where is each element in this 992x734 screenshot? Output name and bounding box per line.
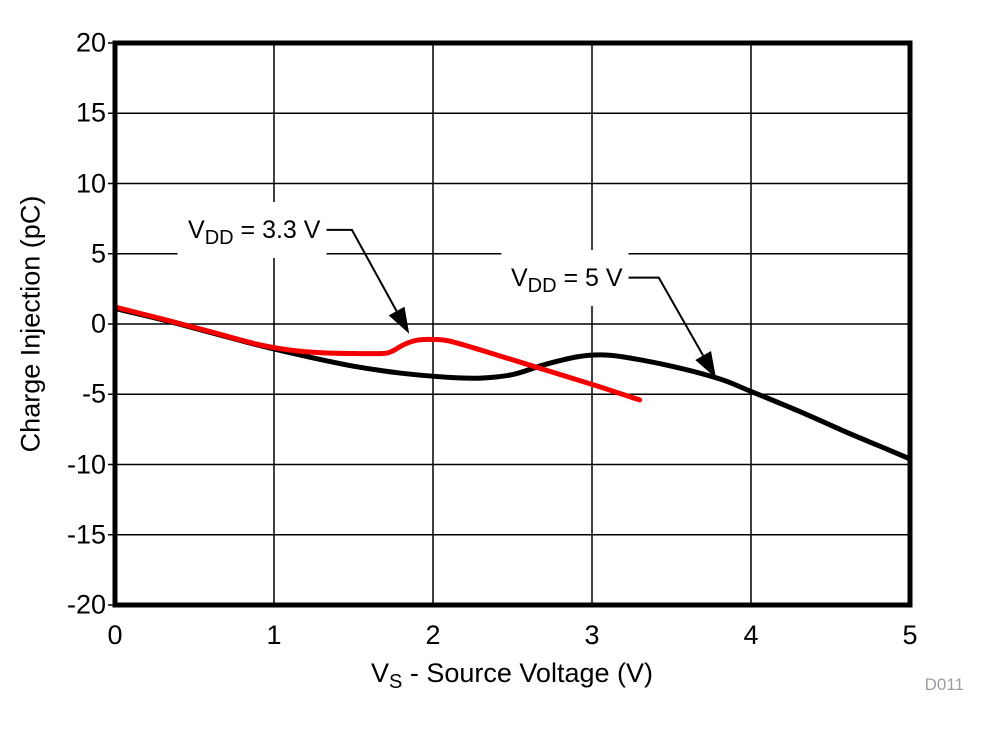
annotation-text: = 5 V <box>556 263 623 292</box>
y-tick-label: 0 <box>90 308 106 339</box>
y-tick-label: -15 <box>66 519 106 550</box>
y-tick-label: 5 <box>90 238 106 269</box>
x-axis-title-symbol: V <box>371 658 390 688</box>
annotation-subscript: DD <box>204 226 234 249</box>
x-axis-title-subscript: S <box>389 671 403 693</box>
annotation-label: VDD = 3.3 V <box>178 201 327 258</box>
annotation-leader-line <box>326 228 398 312</box>
x-tick-label: 3 <box>584 620 600 650</box>
series-curve-vdd-3.3-v <box>112 304 643 403</box>
y-tick-label: 20 <box>75 27 106 58</box>
x-tick-label: 0 <box>107 620 123 650</box>
annotation-label: VDD = 5 V <box>500 249 629 306</box>
x-axis-title-text: - Source Voltage (V) <box>402 658 653 688</box>
annotation-symbol: V <box>510 263 528 292</box>
annotation-subscript: DD <box>527 274 557 297</box>
x-tick-label: 1 <box>266 620 282 650</box>
y-tick-label: -5 <box>81 378 106 409</box>
x-tick-label: 2 <box>425 620 441 650</box>
y-tick-label: 10 <box>75 168 106 198</box>
annotation-arrowhead <box>388 306 410 334</box>
y-tick-label: -10 <box>66 449 106 479</box>
plot-frame <box>112 40 913 608</box>
y-axis-title: Charge Injection (pC) <box>15 195 46 453</box>
x-tick-label: 5 <box>902 620 918 650</box>
annotation-text: = 3.3 V <box>233 215 321 244</box>
y-tick-label: 15 <box>75 97 106 128</box>
series-curve-vdd-5-v <box>112 306 913 462</box>
annotation-arrowhead <box>695 351 716 379</box>
annotation-symbol: V <box>188 215 205 244</box>
x-tick-label: 4 <box>743 620 759 650</box>
annotation-leader-line <box>628 276 704 356</box>
figure-id-label: D011 <box>924 675 964 694</box>
y-tick-label: -20 <box>66 589 106 620</box>
x-axis-title: VS - Source Voltage (V) <box>371 658 653 692</box>
